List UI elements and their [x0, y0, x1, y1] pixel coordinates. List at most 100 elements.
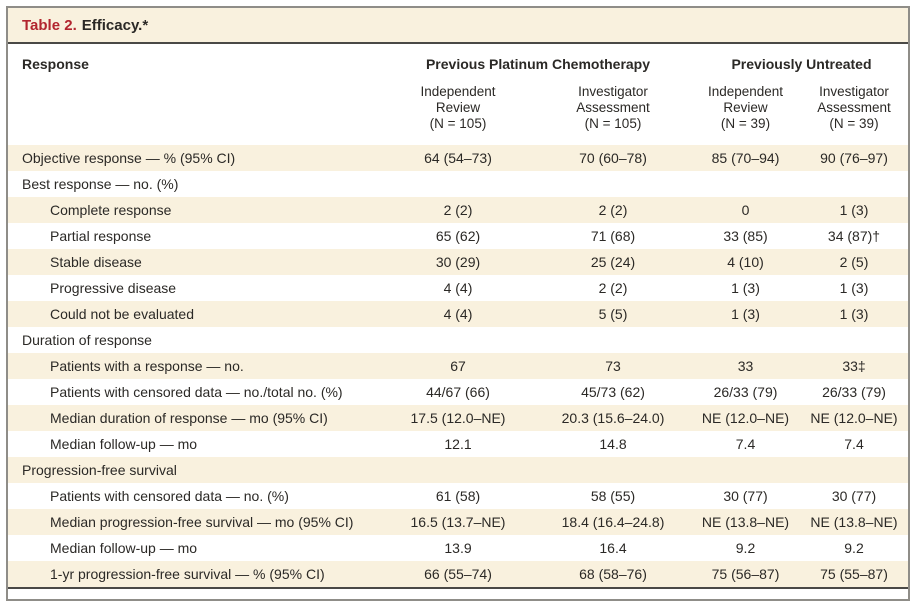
- row-label: Objective response — % (95% CI): [22, 150, 236, 166]
- cell-value: 2 (2): [598, 202, 628, 218]
- row-label: Partial response: [50, 228, 152, 244]
- row-label: Stable disease: [50, 254, 142, 270]
- table-row: Median follow-up — mo 12.1 14.8 7.4 7.4: [8, 431, 908, 457]
- table-row: Complete response 2 (2) 2 (2) 0 1 (3): [8, 197, 908, 223]
- table-row: Median duration of response — mo (95% CI…: [8, 405, 908, 431]
- cell-value: 61 (58): [435, 488, 481, 504]
- cell-value: 58 (55): [590, 488, 636, 504]
- table-row: Patients with a response — no. 67 73 33 33‡: [8, 353, 908, 379]
- cell-value: 9.2: [844, 540, 864, 556]
- table-section-row: Best response — no. (%): [8, 171, 908, 197]
- cell-value: 2 (2): [598, 280, 628, 296]
- cell-value: 1 (3): [731, 306, 760, 322]
- row-label: Median follow-up — mo: [50, 436, 198, 452]
- cell-value: 33 (85): [723, 228, 768, 244]
- cell-value: 30 (77): [831, 488, 877, 504]
- cell-value: 34 (87)†: [827, 228, 881, 244]
- cell-value: 90 (76–97): [820, 150, 888, 166]
- cell-value: 5 (5): [598, 306, 628, 322]
- cell-value: 12.1: [444, 436, 472, 452]
- cell-value: 85 (70–94): [711, 150, 780, 166]
- cell-value: 7.4: [844, 436, 864, 452]
- cell-value: 33‡: [842, 358, 866, 374]
- cell-value: 4 (4): [443, 280, 473, 296]
- cell-value: 33: [737, 358, 754, 374]
- cell-value: NE (13.8–NE): [810, 514, 898, 530]
- table-title-bar: Table 2. Efficacy.*: [8, 8, 908, 44]
- cell-value: NE (12.0–NE): [701, 410, 790, 426]
- table-body: Objective response — % (95% CI) 64 (54–73…: [8, 145, 908, 589]
- group-header-previous-platinum-chemotherapy: Previous Platinum Chemotherapy: [425, 56, 651, 72]
- table-section-row: Progression-free survival: [8, 457, 908, 483]
- row-label: Progressive disease: [50, 280, 177, 296]
- row-label: Best response — no. (%): [22, 176, 179, 192]
- cell-value: 71 (68): [590, 228, 636, 244]
- row-label: Median duration of response — mo (95% CI…: [50, 410, 328, 426]
- table-row: 1-yr progression-free survival — % (95% …: [8, 561, 908, 587]
- table-row: Could not be evaluated 4 (4) 5 (5) 1 (3) 1 (…: [8, 301, 908, 327]
- row-label: 1-yr progression-free survival — % (95% …: [50, 566, 325, 582]
- cell-value: 66 (55–74): [424, 566, 492, 582]
- group-header-previously-untreated: Previously Untreated: [731, 56, 872, 72]
- cell-value: 1 (3): [731, 280, 760, 296]
- cell-value: 18.4 (16.4–24.8): [561, 514, 665, 530]
- cell-value: 9.2: [735, 540, 756, 556]
- table-row: Partial response 65 (62) 71 (68) 33 (85) 34 …: [8, 223, 908, 249]
- table-row: Median follow-up — mo 13.9 16.4 9.2 9.2: [8, 535, 908, 561]
- table-frame: Table 2. Efficacy.* Response Previous Pla…: [6, 6, 910, 601]
- cell-value: 70 (60–78): [579, 150, 647, 166]
- cell-value: NE (12.0–NE): [810, 410, 898, 426]
- cell-value: 30 (77): [723, 488, 768, 504]
- row-label: Could not be evaluated: [50, 306, 194, 322]
- cell-value: 16.5 (13.7–NE): [410, 514, 506, 530]
- cell-value: 2 (5): [839, 254, 869, 270]
- table-title-text: Efficacy.*: [81, 17, 149, 34]
- row-label: Patients with censored data — no. (%): [50, 488, 289, 504]
- table-row: Objective response — % (95% CI) 64 (54–73…: [8, 145, 908, 171]
- table-row: Patients with censored data — no./total …: [8, 379, 908, 405]
- row-label: Median progression-free survival — mo (9…: [50, 514, 354, 530]
- table-row: Patients with censored data — no. (%) 61 …: [8, 483, 908, 509]
- cell-value: 14.8: [599, 436, 627, 452]
- table-row: Stable disease 30 (29) 25 (24) 4 (10) 2 (5): [8, 249, 908, 275]
- row-label: Duration of response: [22, 332, 152, 348]
- cell-value: 1 (3): [839, 306, 869, 322]
- column-header-response: Response: [22, 56, 89, 72]
- cell-value: 4 (4): [443, 306, 473, 322]
- table-header: Response Previous Platinum Chemotherapy …: [8, 44, 908, 145]
- row-label: Median follow-up — mo: [50, 540, 198, 556]
- cell-value: 44/67 (66): [426, 384, 490, 400]
- cell-value: 16.4: [599, 540, 627, 556]
- cell-value: 65 (62): [435, 228, 481, 244]
- cell-value: 1 (3): [839, 202, 869, 218]
- cell-value: 1 (3): [839, 280, 869, 296]
- column-header-independent-review-105: Independent Review (N = 105): [420, 84, 496, 131]
- cell-value: 30 (29): [435, 254, 481, 270]
- cell-value: 73: [605, 358, 621, 374]
- column-header-investigator-assessment-39: Investigator Assessment (N = 39): [817, 84, 891, 131]
- cell-value: 17.5 (12.0–NE): [410, 410, 506, 426]
- row-label: Patients with censored data — no./total …: [50, 384, 343, 400]
- row-label: Complete response: [50, 202, 172, 218]
- cell-value: 4 (10): [727, 254, 764, 270]
- table-section-row: Duration of response: [8, 327, 908, 353]
- row-label: Patients with a response — no.: [50, 358, 244, 374]
- cell-value: 26/33 (79): [822, 384, 886, 400]
- cell-value: 0: [741, 202, 750, 218]
- row-label: Progression-free survival: [22, 462, 177, 478]
- column-header-investigator-assessment-105: Investigator Assessment (N = 105): [576, 84, 650, 131]
- cell-value: 45/73 (62): [581, 384, 645, 400]
- cell-value: 75 (55–87): [820, 566, 888, 582]
- cell-value: 67: [450, 358, 466, 374]
- cell-value: 7.4: [735, 436, 756, 452]
- cell-value: 26/33 (79): [713, 384, 778, 400]
- table-row: Progressive disease 4 (4) 2 (2) 1 (3) 1 (3): [8, 275, 908, 301]
- cell-value: 2 (2): [443, 202, 473, 218]
- table-number: Table 2.: [22, 17, 77, 34]
- cell-value: 64 (54–73): [424, 150, 492, 166]
- cell-value: NE (13.8–NE): [701, 514, 790, 530]
- table-row: Median progression-free survival — mo (9…: [8, 509, 908, 535]
- cell-value: 68 (58–76): [579, 566, 647, 582]
- cell-value: 20.3 (15.6–24.0): [561, 410, 665, 426]
